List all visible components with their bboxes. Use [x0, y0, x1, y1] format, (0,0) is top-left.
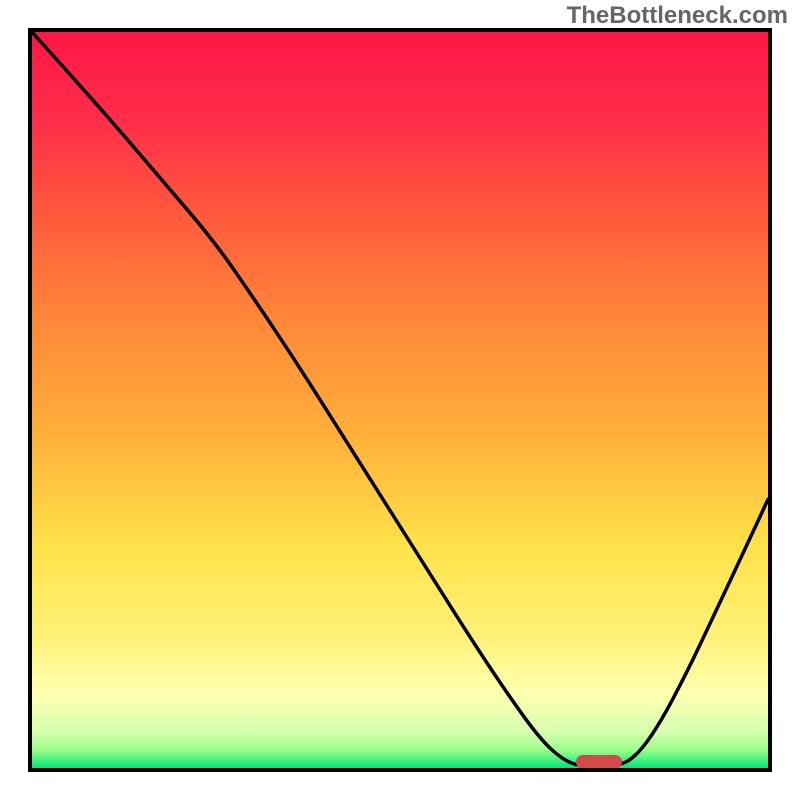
optimal-range-marker	[576, 755, 622, 769]
watermark-text: TheBottleneck.com	[567, 2, 788, 30]
chart-plot-area	[28, 28, 772, 772]
bottleneck-curve	[32, 32, 768, 768]
